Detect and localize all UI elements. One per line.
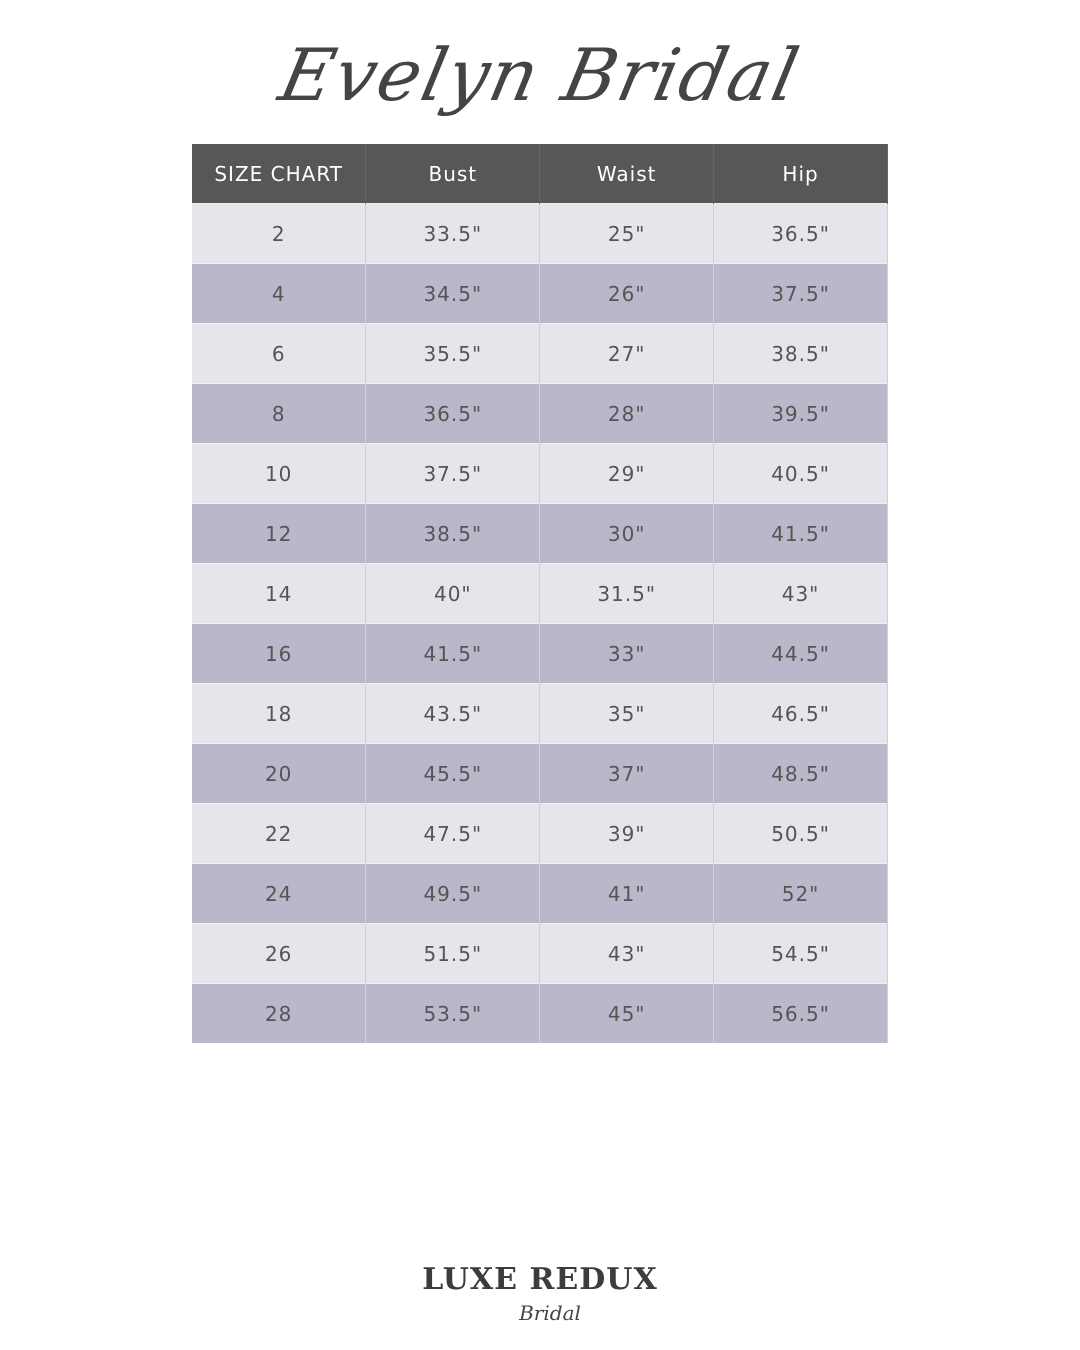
table-cell: 54.5" — [713, 923, 888, 984]
column-header: Waist — [539, 144, 715, 204]
table-cell: 35.5" — [365, 323, 541, 384]
table-cell: 22 — [192, 803, 367, 864]
table-cell: 36.5" — [713, 203, 888, 264]
table-row: 2 33.5" 25" 36.5" — [192, 203, 888, 264]
table-cell: 45.5" — [365, 743, 541, 804]
logo-sub: Bridal — [519, 1301, 581, 1325]
table-row: 14 40" 31.5" 43" — [192, 563, 888, 624]
table-cell: 37" — [539, 743, 715, 804]
table-cell: 38.5" — [713, 323, 888, 384]
table-row: 18 43.5" 35" 46.5" — [192, 683, 888, 744]
table-cell: 30" — [539, 503, 715, 564]
table-cell: 53.5" — [365, 983, 541, 1043]
table-row: 24 49.5" 41" 52" — [192, 863, 888, 924]
column-header: Hip — [713, 144, 888, 204]
table-cell: 51.5" — [365, 923, 541, 984]
column-header: Bust — [365, 144, 541, 204]
table-row: 8 36.5" 28" 39.5" — [192, 383, 888, 444]
table-cell: 41" — [539, 863, 715, 924]
table-row: 12 38.5" 30" 41.5" — [192, 503, 888, 564]
table-cell: 14 — [192, 563, 367, 624]
table-cell: 37.5" — [713, 263, 888, 324]
table-cell: 43" — [713, 563, 888, 624]
table-cell: 38.5" — [365, 503, 541, 564]
table-cell: 8 — [192, 383, 367, 444]
table-cell: 4 — [192, 263, 367, 324]
table-row: 22 47.5" 39" 50.5" — [192, 803, 888, 864]
header-row: SIZE CHART Bust Waist Hip — [192, 144, 888, 204]
table-cell: 25" — [539, 203, 715, 264]
table-cell: 47.5" — [365, 803, 541, 864]
table-cell: 31.5" — [539, 563, 715, 624]
brand-title: Evelyn Bridal — [272, 33, 808, 117]
table-cell: 40.5" — [713, 443, 888, 504]
table-cell: 27" — [539, 323, 715, 384]
table-row: 28 53.5" 45" 56.5" — [192, 983, 888, 1043]
column-header: SIZE CHART — [192, 144, 367, 204]
table-cell: 34.5" — [365, 263, 541, 324]
table-row: 6 35.5" 27" 38.5" — [192, 323, 888, 384]
table-cell: 39" — [539, 803, 715, 864]
table-row: 4 34.5" 26" 37.5" — [192, 263, 888, 324]
table-cell: 6 — [192, 323, 367, 384]
table-cell: 37.5" — [365, 443, 541, 504]
table-cell: 41.5" — [713, 503, 888, 564]
table-cell: 43.5" — [365, 683, 541, 744]
size-table: SIZE CHART Bust Waist Hip 2 33.5" 25" 36.5" 4 34… — [192, 144, 888, 1043]
table-cell: 28 — [192, 983, 367, 1043]
table-cell: 49.5" — [365, 863, 541, 924]
table-cell: 2 — [192, 203, 367, 264]
table-cell: 33" — [539, 623, 715, 684]
table-cell: 46.5" — [713, 683, 888, 744]
table-cell: 40" — [365, 563, 541, 624]
table-cell: 36.5" — [365, 383, 541, 444]
table-cell: 26" — [539, 263, 715, 324]
table-cell: 44.5" — [713, 623, 888, 684]
table-cell: 24 — [192, 863, 367, 924]
luxe-redux-logo: LUXE REDUX Bridal — [0, 1262, 1080, 1326]
logo-main: LUXE REDUX — [422, 1262, 658, 1297]
table-cell: 12 — [192, 503, 367, 564]
table-cell: 56.5" — [713, 983, 888, 1043]
table-row: 20 45.5" 37" 48.5" — [192, 743, 888, 804]
table-cell: 16 — [192, 623, 367, 684]
table-cell: 20 — [192, 743, 367, 804]
table-row: 26 51.5" 43" 54.5" — [192, 923, 888, 984]
table-row: 10 37.5" 29" 40.5" — [192, 443, 888, 504]
table-cell: 43" — [539, 923, 715, 984]
table-cell: 41.5" — [365, 623, 541, 684]
table-cell: 28" — [539, 383, 715, 444]
table-cell: 50.5" — [713, 803, 888, 864]
table-cell: 35" — [539, 683, 715, 744]
table-cell: 39.5" — [713, 383, 888, 444]
table-cell: 45" — [539, 983, 715, 1043]
table-cell: 29" — [539, 443, 715, 504]
table-cell: 52" — [713, 863, 888, 924]
table-cell: 10 — [192, 443, 367, 504]
table-cell: 33.5" — [365, 203, 541, 264]
table-cell: 26 — [192, 923, 367, 984]
table-row: 16 41.5" 33" 44.5" — [192, 623, 888, 684]
table-cell: 18 — [192, 683, 367, 744]
table-cell: 48.5" — [713, 743, 888, 804]
